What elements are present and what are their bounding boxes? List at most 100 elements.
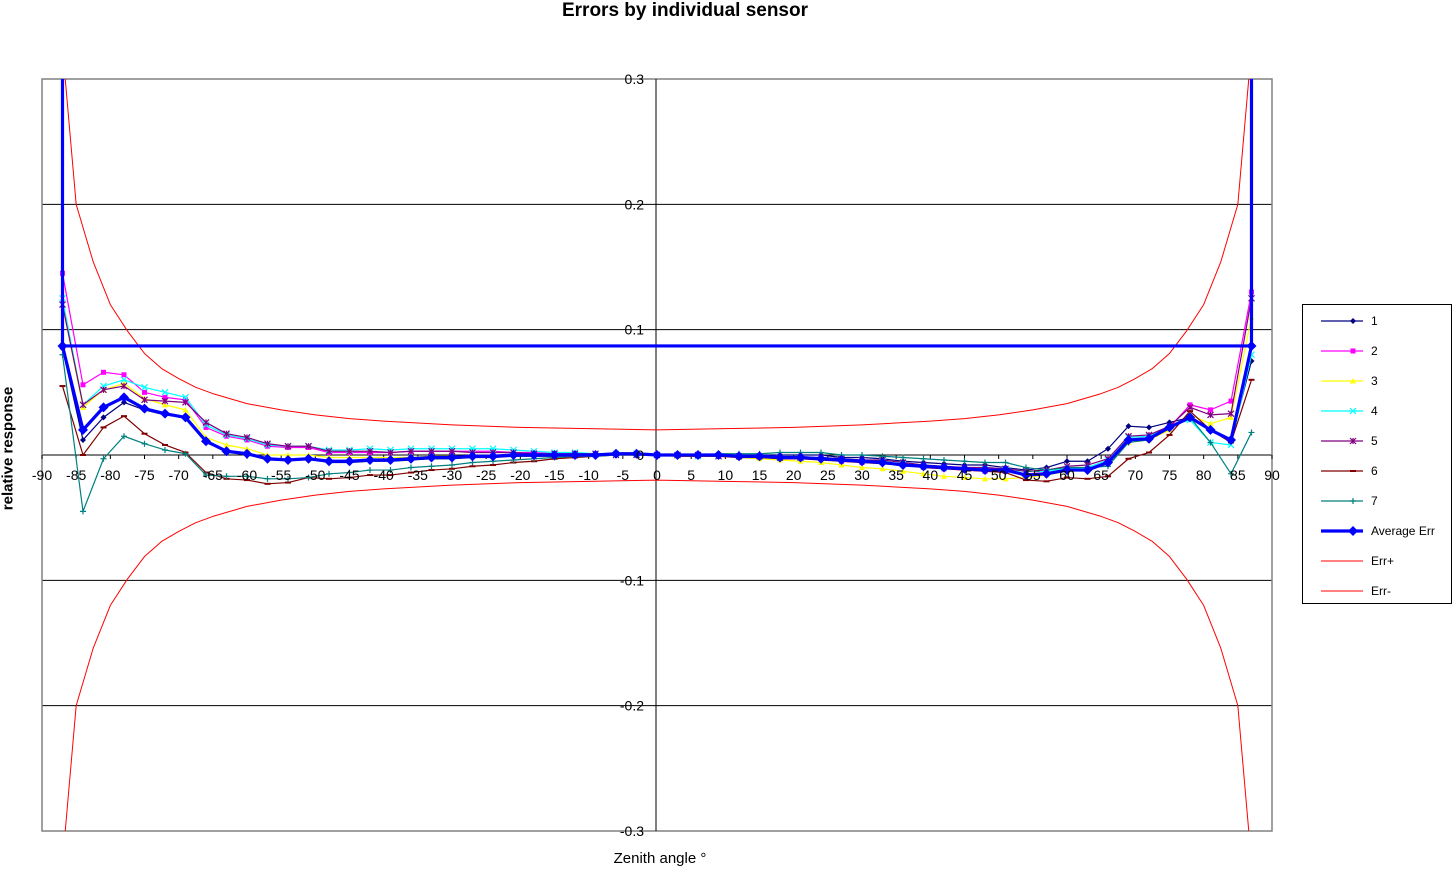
data-point — [303, 453, 314, 464]
data-point — [961, 474, 968, 481]
x-axis-label: Zenith angle ° — [613, 850, 707, 867]
x-tick-label: -10 — [579, 467, 599, 483]
data-point — [1123, 434, 1134, 445]
data-point — [1248, 429, 1255, 436]
legend-swatch — [1321, 470, 1363, 472]
data-point — [244, 445, 250, 452]
data-point — [344, 456, 355, 467]
x-tick-label: 45 — [957, 467, 973, 483]
data-point — [426, 452, 437, 463]
data-point — [1164, 422, 1175, 433]
x-tick-label: 65 — [1093, 467, 1109, 483]
legend-swatch — [1321, 318, 1363, 324]
data-point — [283, 455, 293, 466]
data-point — [162, 446, 168, 453]
series-err- — [64, 79, 1250, 431]
legend-label: 4 — [1371, 404, 1378, 418]
legend-item: 5 — [1319, 431, 1378, 451]
x-tick-label: 20 — [786, 467, 802, 483]
data-point — [961, 458, 968, 465]
data-point — [100, 386, 107, 394]
series-average-err — [57, 340, 1257, 481]
data-point — [1064, 458, 1070, 465]
data-point — [264, 440, 271, 448]
legend-item: 2 — [1319, 341, 1378, 361]
y-tick-label: 0.3 — [625, 71, 645, 87]
x-tick-label: -30 — [442, 467, 462, 483]
data-point — [242, 448, 252, 459]
data-point — [754, 451, 765, 462]
legend-label: 1 — [1371, 314, 1378, 328]
data-point — [79, 401, 87, 409]
x-tick-label: -85 — [66, 467, 86, 483]
data-point — [652, 450, 662, 460]
series-line — [61, 273, 1253, 475]
data-point — [365, 455, 375, 466]
x-tick-label: 55 — [1025, 467, 1041, 483]
data-point — [387, 467, 394, 474]
x-tick-label: -65 — [203, 467, 223, 483]
series-line — [64, 479, 1250, 831]
data-point — [920, 470, 927, 477]
data-point — [182, 393, 189, 401]
data-point — [324, 456, 334, 467]
data-point — [1226, 434, 1236, 445]
data-point — [1082, 465, 1093, 476]
data-point — [161, 397, 169, 405]
data-point — [78, 424, 88, 435]
data-point — [918, 461, 929, 472]
legend-item: Err- — [1319, 581, 1391, 601]
data-point — [160, 408, 170, 419]
x-tick-label: -15 — [544, 467, 564, 483]
data-point — [631, 448, 642, 459]
data-point — [1023, 464, 1029, 471]
x-tick-label: -90 — [32, 467, 52, 483]
x-tick-label: 75 — [1162, 467, 1178, 483]
data-point — [920, 455, 927, 462]
data-point — [180, 412, 191, 423]
x-tick-label: 25 — [820, 467, 836, 483]
x-tick-label: -70 — [169, 467, 189, 483]
y-tick-label: 0.2 — [625, 196, 645, 212]
x-tick-label: -35 — [408, 467, 428, 483]
x-tick-label: 90 — [1264, 467, 1280, 483]
data-point — [119, 392, 129, 403]
data-point — [262, 453, 273, 464]
data-point — [139, 403, 150, 414]
data-point — [142, 389, 147, 395]
x-tick-label: -45 — [339, 467, 359, 483]
data-point — [1002, 475, 1009, 482]
data-point — [221, 446, 232, 457]
data-point — [100, 455, 107, 462]
data-point — [467, 451, 478, 462]
data-point — [941, 457, 947, 464]
data-point — [203, 472, 209, 479]
data-point — [121, 399, 127, 406]
series-err- — [64, 479, 1250, 831]
data-point — [346, 469, 353, 476]
data-point — [305, 474, 312, 481]
x-tick-label: 30 — [854, 467, 870, 483]
data-point — [1105, 445, 1111, 452]
data-point — [201, 436, 211, 447]
x-tick-label: 10 — [718, 467, 734, 483]
data-point — [80, 382, 86, 388]
data-point — [98, 402, 109, 413]
series-line — [61, 298, 1253, 472]
x-tick-label: 85 — [1230, 467, 1246, 483]
data-point — [982, 459, 988, 466]
legend-item: Average Err — [1319, 521, 1435, 541]
data-point — [100, 414, 107, 421]
data-point — [900, 454, 906, 461]
data-point — [1002, 459, 1009, 466]
x-tick-label: 5 — [687, 467, 695, 483]
data-point — [1021, 470, 1031, 481]
y-axis-label: relative response — [0, 386, 17, 511]
data-point — [162, 394, 168, 400]
x-tick-label: -20 — [510, 467, 530, 483]
x-tick-label: 60 — [1059, 467, 1075, 483]
series-line — [60, 79, 1254, 348]
data-point — [549, 450, 560, 460]
data-point — [120, 376, 128, 384]
legend-item: 6 — [1319, 461, 1378, 481]
